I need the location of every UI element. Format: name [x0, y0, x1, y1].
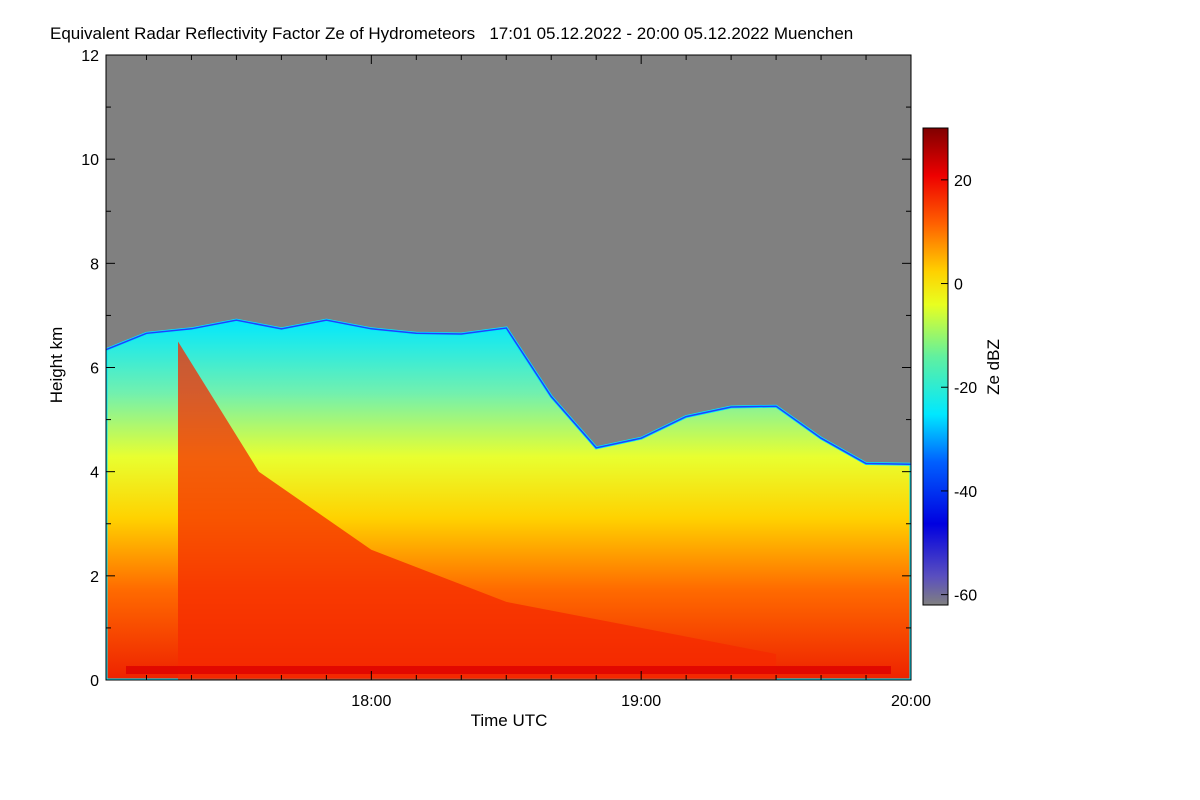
- colorbar-tick-label: 20: [954, 173, 972, 190]
- colorbar: 20 0 -20 -40 -60 Ze dBZ: [922, 127, 1003, 606]
- y-tick-label: 2: [90, 569, 99, 586]
- y-tick-label: 12: [81, 48, 99, 65]
- y-tick-label: 6: [90, 361, 99, 378]
- y-tick-label: 8: [90, 256, 99, 273]
- colorbar-tick-label: -40: [954, 484, 977, 501]
- x-axis-label: Time UTC: [471, 711, 548, 730]
- y-tick-label: 10: [81, 152, 99, 169]
- y-axis-label: Height km: [47, 327, 66, 404]
- cloud-top-edge: [106, 319, 911, 466]
- x-tick-label: 18:00: [351, 693, 391, 710]
- x-tick-label: 20:00: [891, 693, 931, 710]
- colorbar-label: Ze dBZ: [984, 339, 1003, 395]
- surface-echo-band: [126, 666, 891, 674]
- x-tick-label: 19:00: [621, 693, 661, 710]
- colorbar-tick-label: 0: [954, 277, 963, 294]
- strong-echo-core: [178, 341, 777, 680]
- plot-area: [106, 55, 911, 680]
- cloud-region: [106, 318, 911, 680]
- y-tick-label: 4: [90, 465, 99, 482]
- chart-title: Equivalent Radar Reflectivity Factor Ze …: [50, 24, 853, 43]
- colorbar-ticks: 20 0 -20 -40 -60: [941, 173, 977, 605]
- colorbar-tick-label: -20: [954, 380, 977, 397]
- colorbar-tick-label: -60: [954, 588, 977, 605]
- x-axis: 18:00 19:00 20:00: [145, 55, 931, 710]
- y-axis: 0 2 4 6 8 10 12: [81, 48, 911, 690]
- colorbar-gradient: [922, 127, 949, 606]
- y-tick-label: 0: [90, 673, 99, 690]
